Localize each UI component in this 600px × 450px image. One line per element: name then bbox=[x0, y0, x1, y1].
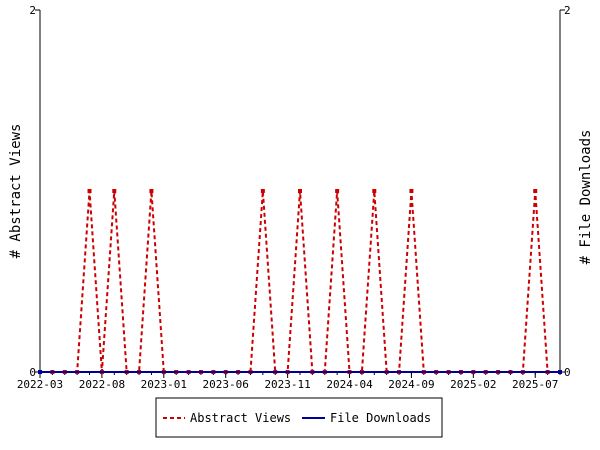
y-tick-label-left: 0 bbox=[29, 366, 36, 379]
legend-box bbox=[155, 397, 443, 438]
labels-layer: 2022-03 2022-08 2023-01 2023-06 2023-11 2024-… bbox=[17, 4, 571, 391]
data-point-abstract-views bbox=[533, 189, 538, 193]
data-point-abstract-views bbox=[335, 189, 340, 193]
y-axis-title-right: # File Downloads bbox=[578, 130, 594, 265]
x-tick-label: 2024-09 bbox=[388, 378, 434, 391]
x-tick-label: 2024-04 bbox=[326, 378, 373, 391]
x-tick-label: 2025-02 bbox=[450, 378, 496, 391]
legend-label-abstract-views: Abstract Views bbox=[190, 411, 291, 425]
x-tick-label: 2023-01 bbox=[141, 378, 187, 391]
data-point-abstract-views bbox=[260, 189, 265, 193]
x-tick-label: 2022-03 bbox=[17, 378, 63, 391]
data-point-abstract-views bbox=[112, 189, 117, 193]
data-point-file-downloads bbox=[38, 370, 42, 374]
data-point-abstract-views bbox=[372, 189, 377, 193]
data-point-abstract-views bbox=[149, 189, 154, 193]
x-tick-label: 2025-07 bbox=[512, 378, 558, 391]
x-tick-label: 2022-08 bbox=[79, 378, 125, 391]
x-tick-label: 2023-11 bbox=[264, 378, 310, 391]
y-axis-title-left: # Abstract Views bbox=[8, 124, 24, 259]
y-tick-label-left: 2 bbox=[29, 4, 36, 17]
data-point-abstract-views bbox=[87, 189, 92, 193]
series-line-abstract-views bbox=[40, 190, 560, 373]
series-layer bbox=[38, 189, 562, 374]
y-tick-label-right: 2 bbox=[564, 4, 571, 17]
y-tick-label-right: 0 bbox=[564, 366, 571, 379]
data-point-file-downloads bbox=[558, 370, 562, 374]
x-tick-label: 2023-06 bbox=[203, 378, 249, 391]
legend-label-file-downloads: File Downloads bbox=[330, 411, 431, 425]
data-point-abstract-views bbox=[298, 189, 302, 193]
data-point-abstract-views bbox=[409, 189, 414, 193]
legend: Abstract Views File Downloads bbox=[155, 397, 443, 438]
